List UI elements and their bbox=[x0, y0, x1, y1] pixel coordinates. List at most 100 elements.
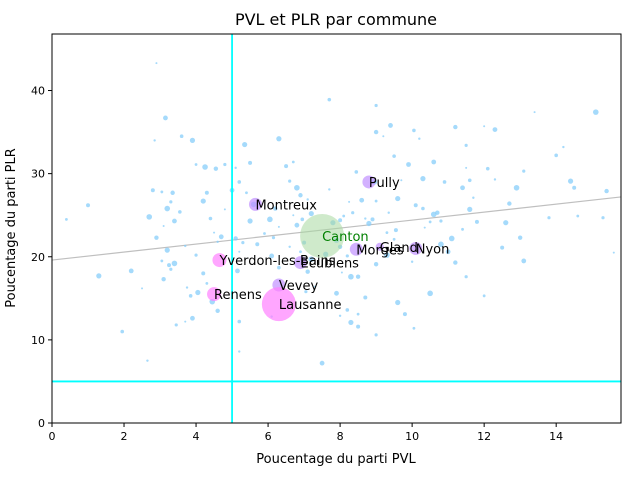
data-point bbox=[160, 259, 164, 263]
y-tick-label: 0 bbox=[38, 417, 45, 430]
data-point bbox=[493, 178, 497, 181]
labeled-point-lausanne bbox=[261, 287, 296, 322]
data-point bbox=[146, 214, 153, 220]
data-point bbox=[141, 287, 144, 290]
data-point bbox=[247, 218, 253, 224]
data-point bbox=[472, 196, 475, 199]
data-point bbox=[238, 250, 241, 253]
data-point bbox=[194, 163, 198, 166]
data-point bbox=[592, 109, 599, 115]
data-point bbox=[418, 137, 421, 140]
data-point bbox=[204, 190, 209, 195]
data-point bbox=[172, 218, 177, 224]
data-point bbox=[298, 193, 303, 198]
data-point bbox=[205, 281, 209, 285]
data-point bbox=[354, 170, 359, 174]
data-point bbox=[120, 329, 125, 334]
x-tick-label: 6 bbox=[265, 430, 272, 443]
data-point bbox=[178, 210, 182, 214]
data-point bbox=[328, 188, 331, 191]
data-point bbox=[267, 216, 273, 223]
data-point bbox=[263, 232, 266, 235]
data-point bbox=[348, 319, 354, 326]
data-point bbox=[276, 136, 282, 142]
data-point bbox=[356, 312, 360, 316]
data-point bbox=[356, 324, 361, 329]
data-point bbox=[423, 226, 426, 229]
labeled-point-pully bbox=[362, 175, 376, 189]
data-point bbox=[382, 135, 385, 138]
data-point bbox=[363, 295, 368, 300]
data-point bbox=[465, 166, 468, 169]
data-point bbox=[438, 241, 444, 248]
y-axis-label: Poucentage du parti PLR bbox=[4, 148, 19, 308]
data-point bbox=[355, 274, 361, 279]
point-label: Morges bbox=[356, 243, 404, 258]
data-point bbox=[245, 191, 248, 195]
data-point bbox=[400, 179, 403, 182]
data-point bbox=[467, 178, 472, 183]
data-point bbox=[461, 227, 464, 231]
data-point bbox=[482, 294, 486, 298]
data-point bbox=[86, 203, 91, 208]
point-label: Nyon bbox=[416, 242, 450, 257]
data-point bbox=[428, 220, 432, 224]
data-point bbox=[567, 178, 574, 184]
data-point bbox=[522, 169, 526, 173]
data-point bbox=[277, 265, 281, 270]
data-point bbox=[128, 268, 134, 274]
data-point bbox=[291, 160, 295, 164]
data-point bbox=[65, 217, 68, 221]
data-point bbox=[370, 217, 375, 222]
data-point bbox=[201, 271, 206, 276]
y-tick-label: 30 bbox=[31, 168, 45, 181]
data-point bbox=[448, 235, 455, 242]
data-point bbox=[167, 263, 172, 268]
data-point bbox=[237, 319, 242, 324]
data-point bbox=[492, 127, 498, 132]
data-point bbox=[464, 143, 468, 147]
data-point bbox=[160, 190, 164, 194]
x-tick-label: 2 bbox=[121, 430, 128, 443]
data-point bbox=[234, 166, 237, 170]
data-point bbox=[342, 214, 346, 218]
data-point bbox=[300, 217, 305, 222]
data-point bbox=[327, 97, 332, 102]
data-point bbox=[334, 290, 339, 296]
data-point bbox=[562, 145, 565, 149]
data-point bbox=[284, 164, 289, 169]
data-point bbox=[164, 205, 171, 212]
x-tick-label: 8 bbox=[337, 430, 344, 443]
data-point bbox=[185, 286, 189, 289]
data-point bbox=[162, 225, 165, 228]
y-axis-ticks: 0 10 20 30 40 bbox=[31, 85, 52, 430]
data-point bbox=[348, 200, 351, 203]
data-point bbox=[184, 320, 187, 323]
x-tick-label: 12 bbox=[477, 430, 491, 443]
data-point bbox=[223, 208, 226, 211]
data-point bbox=[384, 252, 390, 258]
data-point bbox=[215, 308, 220, 313]
labeled-point-yverdon-les-bains bbox=[212, 253, 227, 268]
data-point bbox=[345, 254, 349, 258]
labeled-point-morges bbox=[349, 242, 363, 256]
data-point bbox=[427, 290, 433, 297]
data-point bbox=[385, 231, 389, 235]
data-point bbox=[507, 201, 512, 206]
labeled-point-canton bbox=[300, 213, 345, 258]
data-point bbox=[435, 210, 440, 215]
data-point bbox=[547, 216, 551, 220]
data-point bbox=[348, 273, 354, 280]
data-point bbox=[453, 124, 458, 130]
data-point bbox=[277, 225, 280, 228]
data-point bbox=[373, 262, 379, 267]
data-point bbox=[188, 294, 193, 298]
data-point bbox=[374, 199, 378, 203]
data-point bbox=[294, 184, 300, 191]
point-label: Lausanne bbox=[279, 298, 342, 313]
x-tick-label: 0 bbox=[49, 430, 56, 443]
data-point bbox=[154, 235, 159, 240]
data-point bbox=[241, 241, 245, 245]
data-point bbox=[96, 273, 102, 279]
